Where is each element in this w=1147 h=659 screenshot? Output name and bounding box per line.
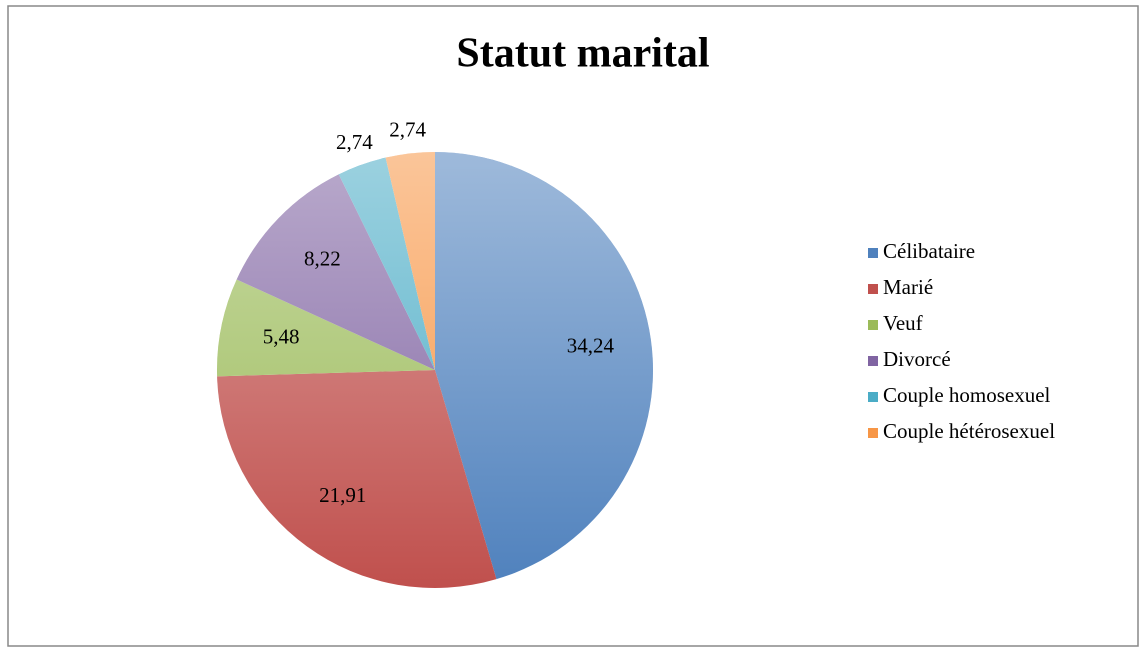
data-label: 2,74 (336, 130, 373, 154)
legend-swatch (868, 392, 878, 402)
legend-swatch (868, 356, 878, 366)
data-label: 2,74 (389, 118, 426, 142)
legend-label: Couple hétérosexuel (883, 419, 1055, 443)
data-label: 21,91 (319, 483, 366, 507)
legend-label: Couple homosexuel (883, 383, 1051, 407)
legend-swatch (868, 320, 878, 330)
chart-title: Statut marital (456, 31, 709, 77)
legend-label: Marié (883, 275, 933, 299)
legend-swatch (868, 284, 878, 294)
data-label: 5,48 (263, 325, 300, 349)
data-label: 34,24 (567, 333, 615, 357)
data-label: 8,22 (304, 246, 341, 270)
legend-label: Divorcé (883, 347, 951, 371)
legend-label: Célibataire (883, 239, 975, 263)
legend-swatch (868, 248, 878, 258)
legend-swatch (868, 428, 878, 438)
pie (217, 152, 653, 588)
legend-label: Veuf (883, 311, 923, 335)
